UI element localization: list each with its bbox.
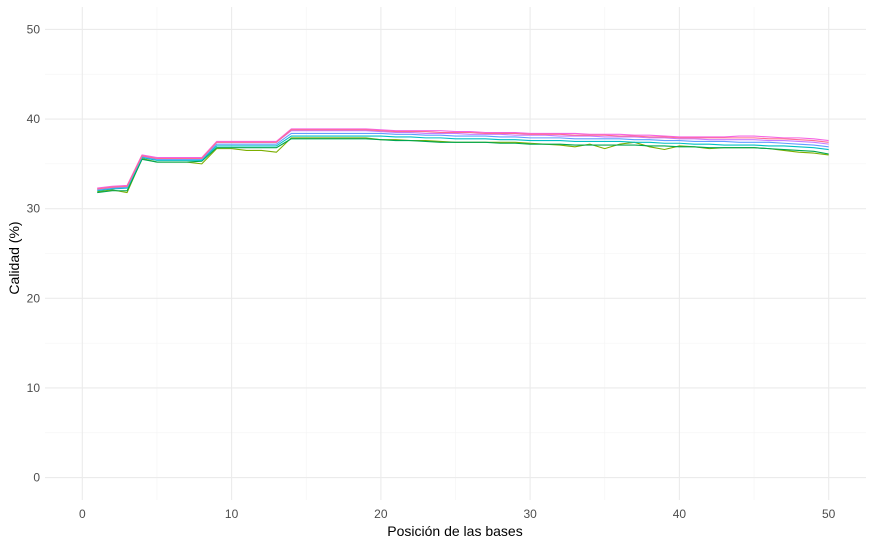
y-tick-label: 10 [27,381,41,395]
y-tick-label: 0 [33,471,40,485]
x-axis-title: Posición de las bases [387,523,522,539]
x-tick-label: 0 [79,507,86,521]
y-tick-label: 20 [27,291,41,305]
series-lines [97,129,828,193]
y-tick-label: 30 [27,202,41,216]
series-line-s5 [97,131,828,189]
grid [45,7,866,500]
x-axis-ticks: 0 10 20 30 40 50 [79,507,836,521]
series-line-s1 [97,138,828,193]
y-tick-label: 50 [27,22,41,36]
x-tick-label: 10 [225,507,239,521]
y-tick-label: 40 [27,112,41,126]
series-line-s2 [97,139,828,193]
y-axis-title: Calidad (%) [6,221,22,294]
series-line-s3 [97,136,828,191]
y-axis-ticks: 0 10 20 30 40 50 [27,22,41,484]
x-tick-label: 20 [374,507,388,521]
x-tick-label: 40 [673,507,687,521]
x-tick-label: 30 [523,507,537,521]
x-tick-label: 50 [822,507,836,521]
